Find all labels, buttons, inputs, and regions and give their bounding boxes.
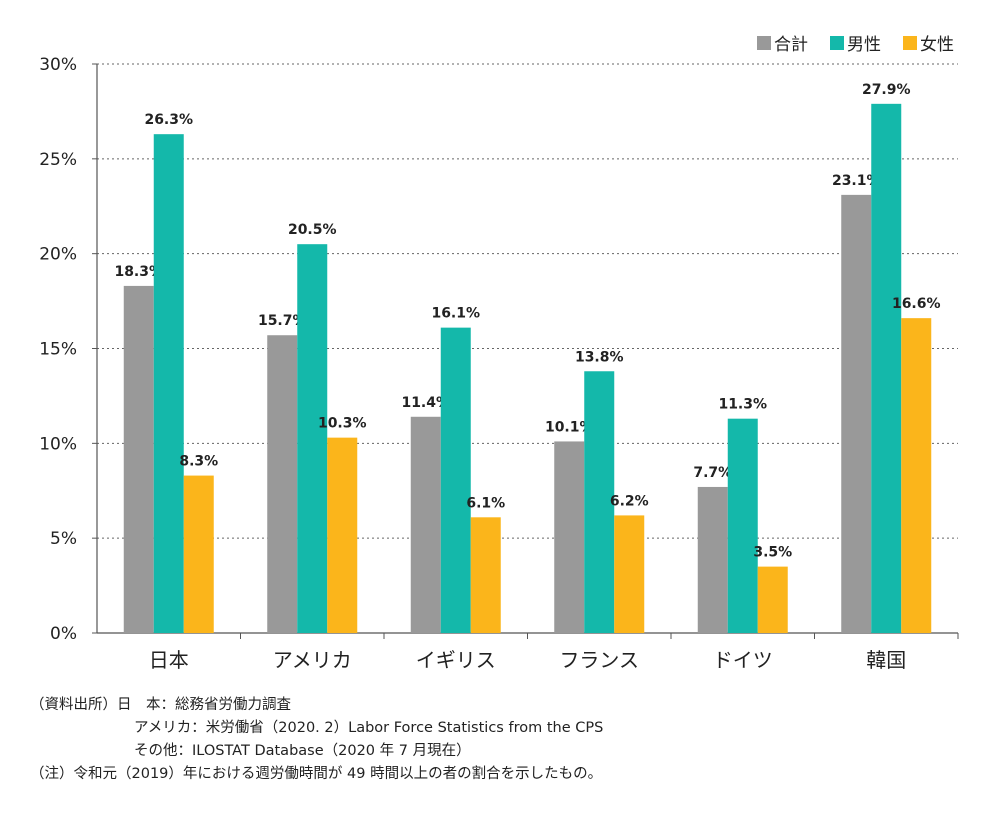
data-label-female: 16.6% [892,296,941,312]
bar-female [757,566,788,633]
data-label-total: 15.7% [258,313,307,329]
bar-total [554,441,585,633]
data-label-male: 13.8% [575,349,624,365]
data-label-total: 18.3% [114,264,163,280]
bar-female [470,517,501,633]
data-label-total: 23.1% [832,173,881,189]
legend-swatch-total [757,35,771,50]
category-label: 日本 [149,648,189,672]
bar-male [153,134,184,633]
bar-male [727,418,758,633]
legend-item-male: 男性 [830,30,881,55]
bar-total [267,335,298,633]
data-label-female: 8.3% [179,454,218,470]
data-label-male: 16.1% [431,306,480,322]
y-tick-label: 30% [39,55,77,75]
legend-item-total: 合計 [757,30,808,55]
bar-total [410,416,441,633]
bar-male [584,371,615,633]
data-label-total: 7.7% [693,465,732,481]
y-tick-label: 5% [50,529,77,549]
y-tick-label: 10% [39,434,77,454]
data-label-female: 6.1% [466,495,505,511]
category-label: アメリカ [273,648,352,672]
legend-swatch-female [903,35,917,50]
data-label-female: 6.2% [610,493,649,509]
category-label: ドイツ [713,648,773,672]
data-label-male: 11.3% [718,397,767,413]
data-label-male: 26.3% [144,112,193,128]
note-source-usa: アメリカ：米労働省（2020. 2）Labor Force Statistics… [134,720,604,736]
note-remark: （注）令和元（2019）年における週労働時間が 49 時間以上の者の割合を示した… [30,766,603,782]
note-source-other: その他：ILOSTAT Database（2020 年 7 月現在） [134,743,471,759]
bar-total [841,194,872,633]
data-label-female: 3.5% [753,545,792,561]
y-tick-label: 0% [50,624,77,644]
data-label-total: 11.4% [401,395,450,411]
category-label: 韓国 [866,648,906,672]
legend-label-female: 女性 [920,35,954,55]
bar-total [697,486,728,633]
note-source-japan: （資料出所）日 本：総務省労働力調査 [30,697,291,713]
bar-male [440,327,471,633]
y-tick-label: 25% [39,150,77,170]
data-label-total: 10.1% [545,419,594,435]
category-label: イギリス [416,648,496,672]
bar-female [614,515,645,633]
data-label-male: 27.9% [862,82,911,98]
category-label: フランス [559,648,639,672]
bar-female [327,437,358,633]
legend-swatch-male [830,35,844,50]
legend-label-total: 合計 [774,35,808,55]
source-notes: （資料出所）日 本：総務省労働力調査 アメリカ：米労働省（2020. 2）Lab… [30,694,603,786]
bar-female [183,475,214,633]
legend-item-female: 女性 [903,30,954,55]
legend-label-male: 男性 [847,35,881,55]
y-tick-label: 15% [39,340,77,360]
bar-chart: 0% 5% 10% 15% 20% 25% 30% 18.3% 26.3% 8.3% 日本 15.7%… [39,55,959,672]
bar-female [901,318,932,633]
data-label-female: 10.3% [318,416,367,432]
bar-male [297,244,328,633]
legend: 合計 男性 女性 [757,30,954,55]
bar-total [123,285,154,633]
y-tick-label: 20% [39,245,77,265]
data-label-male: 20.5% [288,222,337,238]
bar-male [871,103,902,633]
